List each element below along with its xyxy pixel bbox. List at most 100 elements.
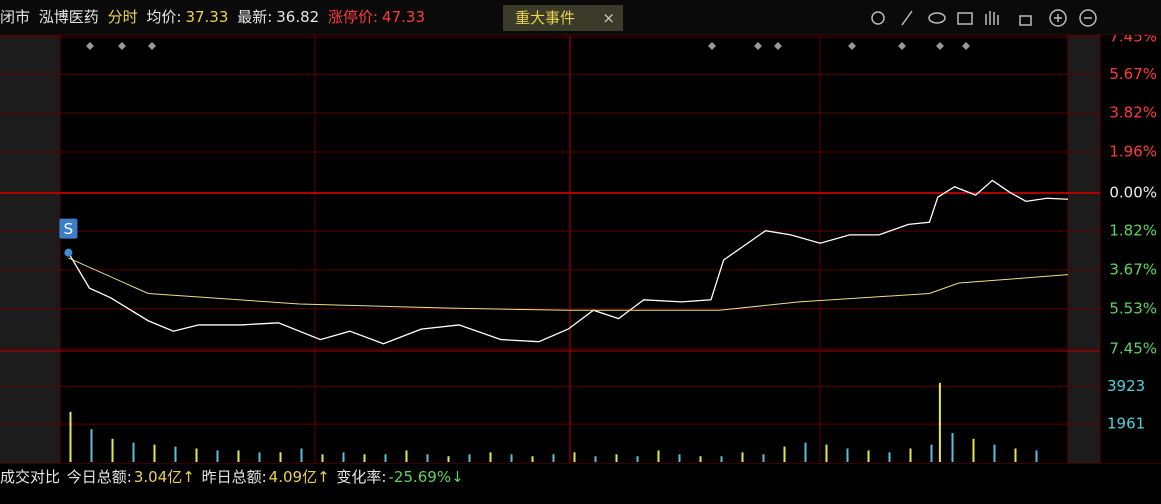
box-icon[interactable] — [957, 12, 973, 25]
view-label[interactable]: 分时 — [107, 8, 138, 26]
pre-market-area — [0, 35, 60, 463]
volume-bar — [279, 452, 282, 462]
toolbar-icons — [871, 9, 1097, 27]
volume-bar — [938, 382, 941, 462]
y-tick-label: 3.67% — [1109, 260, 1157, 278]
y-tick-label: 5.67% — [1109, 65, 1157, 83]
volume-bar — [804, 442, 807, 462]
limit-up-price: 47.33 — [382, 8, 425, 26]
volume-bar — [237, 450, 240, 462]
zoom-out-icon[interactable] — [1079, 9, 1097, 27]
signal-dot — [64, 248, 73, 257]
volume-bar — [615, 454, 618, 462]
y-tick-label: 3.82% — [1109, 104, 1157, 122]
volume-bar — [678, 454, 681, 462]
y-tick-label: 5.53% — [1109, 299, 1157, 317]
volume-bar — [321, 454, 324, 462]
yesterday-value: 4.09亿↑ — [268, 468, 330, 486]
volume-bar — [195, 448, 198, 462]
avg-price: 37.33 — [185, 8, 229, 26]
post-market-area — [1068, 35, 1100, 463]
close-icon[interactable]: × — [602, 9, 615, 27]
latest-price: 36.82 — [276, 8, 320, 26]
volume-bar — [741, 452, 744, 462]
vertical-grid — [59, 35, 1069, 463]
volume-bar — [783, 446, 786, 462]
volume-bar — [762, 454, 765, 462]
volume-bar — [90, 429, 93, 462]
event-markers — [86, 42, 970, 50]
y-tick-label: 1.96% — [1109, 142, 1157, 160]
volume-bar — [69, 411, 72, 462]
volume-bar — [468, 454, 471, 462]
volume-bar — [972, 438, 975, 462]
volume-bar — [342, 452, 345, 462]
volume-bar — [510, 454, 513, 462]
volume-bar — [216, 450, 219, 462]
footer-bar: 成交对比 今日总额: 3.04亿↑ 昨日总额: 4.09亿↑ 变化率: -25.69%… — [0, 463, 1161, 490]
yesterday-label: 昨日总额: — [201, 468, 267, 486]
price-line — [67, 179, 1069, 345]
y-tick-label: 1961 — [1107, 415, 1145, 433]
y-tick-label: 0.00% — [1109, 184, 1157, 202]
volume-bar — [1035, 450, 1038, 462]
volume-bar — [867, 450, 870, 462]
volume-bar — [909, 448, 912, 462]
limit-up-label: 涨停价: — [327, 8, 379, 26]
signal-badge — [59, 218, 78, 239]
volume-bar — [384, 454, 387, 462]
today-value: 3.04亿↑ — [133, 468, 195, 486]
avg-price-label: 均价: — [146, 8, 182, 26]
volume-bar — [111, 438, 114, 462]
volume-bar — [951, 433, 954, 462]
volume-bar — [447, 456, 450, 462]
volume-bar — [720, 456, 723, 462]
y-tick-label: 7.45% — [1109, 340, 1157, 358]
chart: 7.45% 5.67% 3.82% 1.96% 0.00% 1.82% 3.67% 5.53%… — [0, 35, 1157, 463]
signal-label: S — [64, 220, 74, 238]
event-tab-label: 重大事件 — [515, 9, 576, 27]
zoom-in-icon[interactable] — [1049, 9, 1067, 27]
volume-bar — [300, 448, 303, 462]
y-tick-label: 7.45% — [1109, 35, 1157, 46]
volume-bar — [426, 454, 429, 462]
volume-bar — [573, 452, 576, 462]
event-tab[interactable]: 重大事件 × — [503, 5, 623, 31]
latest-label: 最新: — [237, 8, 273, 26]
price-line — [68, 257, 1069, 311]
volume-bar — [636, 456, 639, 462]
volume-bar — [657, 450, 660, 462]
volume-bar — [825, 444, 828, 462]
market-status: 闭市 — [0, 8, 31, 26]
today-label: 今日总额: — [66, 468, 132, 486]
volume-bar — [552, 454, 555, 462]
y-tick-label: 3923 — [1107, 377, 1145, 395]
eye-icon[interactable] — [928, 12, 946, 24]
volume-bar — [132, 442, 135, 462]
y-tick-label: 1.82% — [1109, 222, 1157, 240]
volume-bar — [993, 444, 996, 462]
settings-icon[interactable] — [871, 11, 885, 25]
volume-bar — [1014, 448, 1017, 462]
pen-icon[interactable] — [901, 10, 913, 26]
volume-bar — [930, 444, 933, 462]
change-value: -25.69%↓ — [388, 468, 464, 486]
volume-bar — [846, 448, 849, 462]
lock-icon[interactable] — [1019, 15, 1032, 26]
volume-bar — [888, 452, 891, 462]
hand-icon[interactable] — [985, 11, 999, 25]
volume-bar — [174, 446, 177, 462]
volume-bar — [699, 456, 702, 462]
volume-bar — [363, 454, 366, 462]
volume-bar — [405, 450, 408, 462]
volume-bar — [489, 452, 492, 462]
volume-bar — [531, 456, 534, 462]
volume-bar — [153, 444, 156, 462]
change-label: 变化率: — [336, 468, 387, 486]
volume-bar — [258, 452, 261, 462]
header-bar: 闭市 泓博医药 分时 均价: 37.33 最新: 36.82 涨停价: 47.33 重… — [0, 0, 1161, 35]
stock-name[interactable]: 泓博医药 — [38, 8, 99, 26]
volume-bar — [594, 456, 597, 462]
compare-label: 成交对比 — [0, 468, 61, 486]
